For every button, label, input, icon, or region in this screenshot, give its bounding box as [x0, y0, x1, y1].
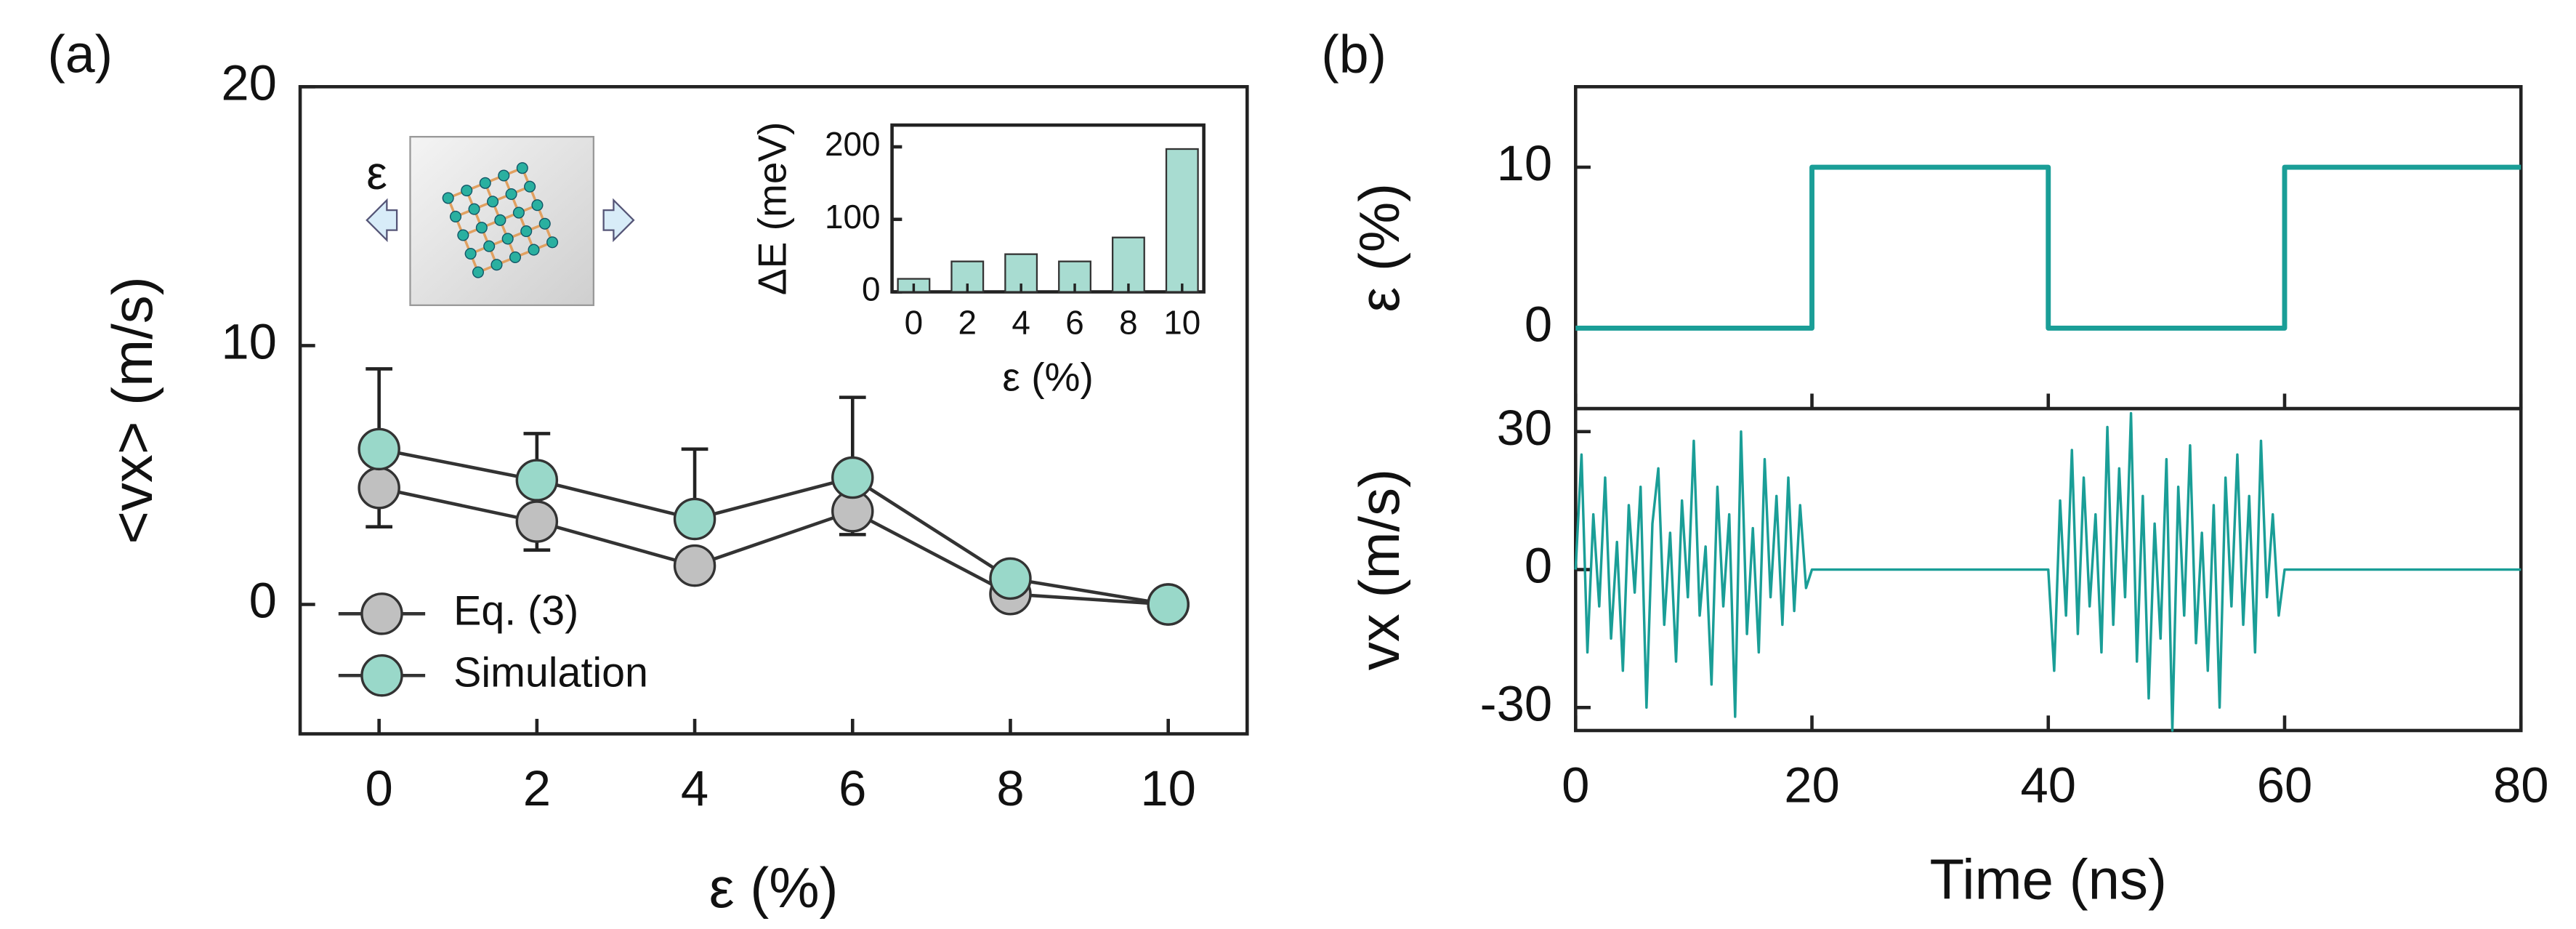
series-line [1575, 164, 2522, 331]
legend-label: Eq. (3) [453, 588, 578, 635]
x-tick-label: 8 [1119, 304, 1138, 342]
y-tick-label: 10 [1497, 135, 1553, 191]
atom [461, 185, 473, 197]
marker [673, 497, 716, 541]
series-line [379, 486, 1168, 606]
series-line [1574, 411, 2522, 732]
legend-marker [360, 592, 403, 635]
plot-frame [890, 123, 1206, 294]
x-tick-label: 20 [1784, 757, 1840, 813]
marker [358, 467, 400, 510]
atom [494, 214, 506, 226]
y-tick-label: 30 [1497, 400, 1553, 456]
y-tick-label: 10 [221, 314, 277, 370]
atom [472, 266, 484, 278]
panel-label: (a) [47, 25, 113, 84]
x-axis-label: Time (ns) [1930, 848, 2167, 912]
y-axis-label: ΔE (meV) [750, 121, 795, 295]
y-axis-label: <vx> (m/s) [100, 276, 164, 544]
atom [490, 259, 503, 271]
x-tick-label: 6 [839, 760, 866, 816]
legend-label: Simulation [453, 649, 648, 696]
marker [673, 544, 716, 587]
atom [546, 236, 559, 249]
marker [515, 500, 559, 543]
atom [449, 210, 462, 222]
plot-frame [298, 85, 1249, 736]
atom [524, 180, 536, 193]
x-tick-label: 0 [1562, 757, 1589, 813]
atom [479, 177, 491, 189]
atom [442, 192, 454, 204]
y-tick-label: -30 [1480, 676, 1552, 732]
atom [520, 225, 533, 238]
x-tick-label: 6 [1065, 304, 1084, 342]
legend-marker [360, 653, 403, 697]
x-axis-label: ε (%) [709, 856, 839, 920]
atom [483, 240, 496, 252]
x-tick-label: 10 [1163, 304, 1200, 342]
atom [528, 244, 540, 256]
atom [498, 169, 510, 182]
atom [512, 206, 525, 219]
marker [1147, 583, 1190, 626]
y-tick-label: 0 [1525, 297, 1552, 353]
x-tick-label: 4 [1012, 304, 1030, 342]
marker [831, 456, 874, 499]
x-tick-label: 2 [523, 760, 551, 816]
bar [1111, 236, 1145, 293]
strain-symbol: ε [366, 147, 387, 199]
marker [358, 427, 400, 471]
y-tick-label: 20 [221, 55, 277, 110]
x-tick-label: 2 [958, 304, 977, 342]
y-axis-label: ε (%) [1347, 183, 1411, 313]
atom [475, 222, 488, 234]
y-tick-label: 0 [1525, 538, 1552, 594]
marker [989, 557, 1032, 600]
atom [531, 199, 544, 212]
series-line [379, 447, 1169, 606]
x-tick-label: 0 [905, 304, 924, 342]
atom [468, 203, 480, 215]
y-tick-label: 0 [249, 573, 277, 629]
y-tick-label: 100 [825, 198, 881, 236]
atom [538, 217, 551, 230]
y-axis-label: vx (m/s) [1347, 469, 1411, 670]
atom [505, 188, 517, 201]
x-axis-label: ε (%) [1002, 355, 1093, 400]
bar [1165, 148, 1199, 293]
x-tick-label: 40 [2020, 757, 2076, 813]
y-tick-label: 0 [862, 270, 881, 308]
y-tick-label: 200 [825, 125, 881, 163]
illustration: ε [366, 135, 635, 307]
x-tick-label: 0 [366, 760, 393, 816]
atom [487, 196, 499, 208]
atom [464, 247, 477, 260]
atom [516, 162, 528, 174]
x-tick-label: 8 [996, 760, 1024, 816]
x-tick-label: 10 [1140, 760, 1196, 816]
panel-label: (b) [1321, 25, 1386, 84]
atom [509, 251, 522, 263]
atom [501, 233, 514, 245]
x-tick-label: 80 [2493, 757, 2549, 813]
x-tick-label: 4 [681, 760, 708, 816]
marker [515, 459, 559, 502]
atom [457, 229, 469, 241]
x-tick-label: 60 [2257, 757, 2313, 813]
